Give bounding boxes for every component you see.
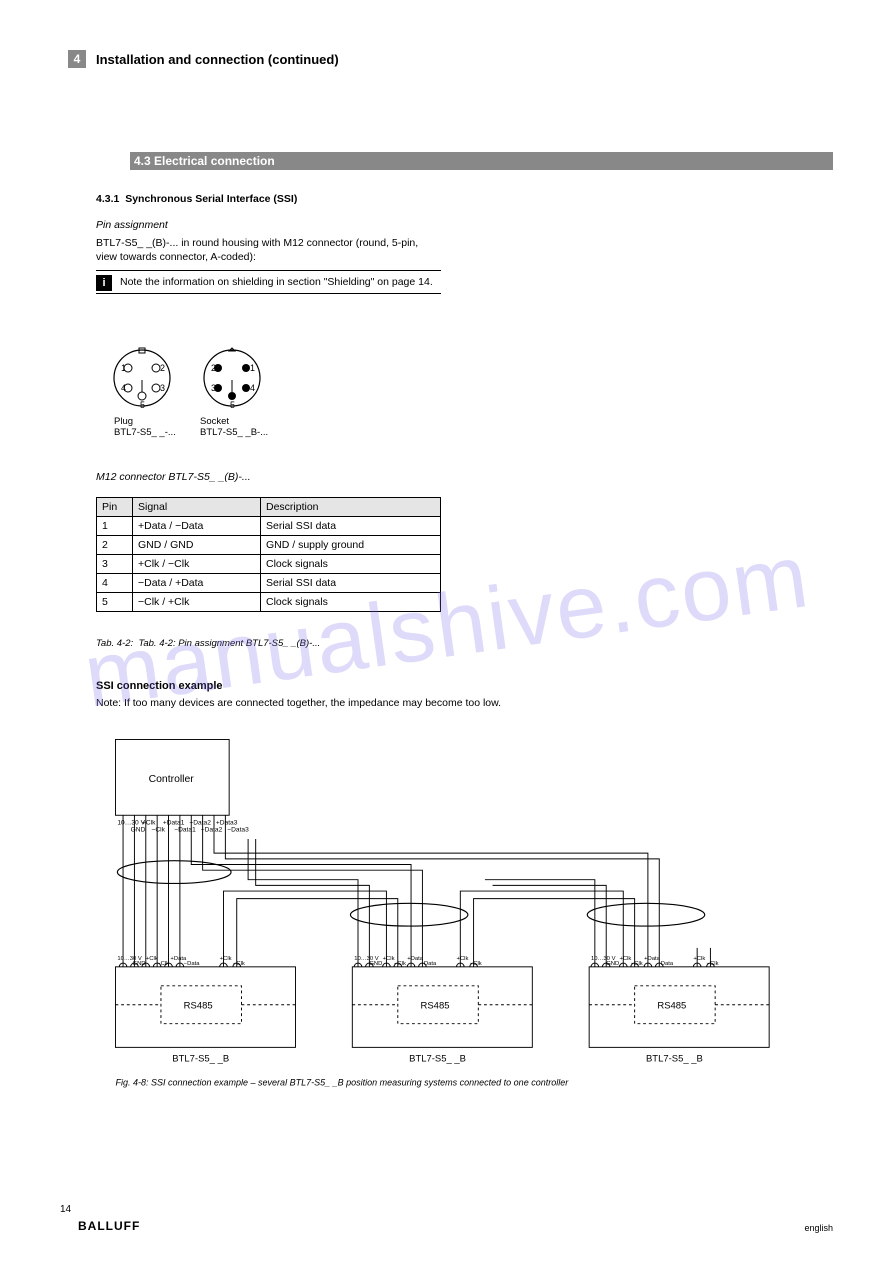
svg-text:+Clk: +Clk	[693, 956, 705, 962]
subsection-number: 4.3.1	[96, 193, 119, 205]
svg-text:BTL7-S5_ _B: BTL7-S5_ _B	[172, 1054, 229, 1065]
socket-pin-4: 4	[250, 383, 255, 393]
svg-text:GND: GND	[131, 826, 146, 833]
svg-text:−Data: −Data	[657, 961, 674, 967]
chapter-title: Installation and connection (continued)	[96, 52, 339, 67]
pin-assignment-paragraph: BTL7-S5_ _(B)-... in round housing with …	[96, 236, 441, 264]
ssi-wiring-diagram: Controller 10…30 V GND +Clk −Clk +Data1 …	[96, 730, 836, 1090]
table-row: 3+Clk / −ClkClock signals	[97, 555, 441, 574]
svg-text:+Clk: +Clk	[457, 956, 469, 962]
svg-text:−Clk: −Clk	[157, 961, 169, 967]
svg-text:−Clk: −Clk	[151, 826, 165, 833]
svg-text:RS485: RS485	[184, 1001, 213, 1012]
connector-row: 1 2 4 3 5 PlugBTL7-S5_ _-...	[110, 346, 180, 419]
plug-pin-1: 1	[121, 363, 126, 373]
page-number: 14	[60, 1204, 71, 1215]
socket-connector-icon: 2 1 3 4 5	[200, 346, 270, 416]
btl-box-1: RS485 BTL7-S5_ _B	[115, 967, 295, 1065]
note-block: i Note the information on shielding in s…	[96, 270, 441, 294]
subsection-text: Synchronous Serial Interface (SSI)	[125, 193, 297, 205]
plug-connector-icon: 1 2 4 3 5	[110, 346, 180, 416]
socket-label: SocketBTL7-S5_ _B-...	[200, 416, 268, 439]
svg-text:+Clk: +Clk	[146, 956, 158, 962]
info-icon: i	[96, 275, 112, 291]
table-row: 4−Data / +DataSerial SSI data	[97, 574, 441, 593]
socket-connector: 2 1 3 4 5 SocketBTL7-S5_ _B-...	[200, 346, 270, 419]
socket-pin-3: 3	[211, 383, 216, 393]
language-tag: english	[804, 1223, 833, 1233]
table-header-row: Pin Signal Description	[97, 498, 441, 517]
th-signal: Signal	[133, 498, 261, 517]
plug-pin-5: 5	[140, 400, 145, 410]
btl-box-2: RS485 BTL7-S5_ _B	[352, 967, 532, 1065]
btl-box-3: RS485 BTL7-S5_ _B	[589, 967, 769, 1065]
plug-label: PlugBTL7-S5_ _-...	[114, 416, 176, 439]
table-row: 2GND / GNDGND / supply ground	[97, 536, 441, 555]
th-description: Description	[261, 498, 441, 517]
page: 4 Installation and connection (continued…	[0, 0, 893, 1263]
th-pin: Pin	[97, 498, 133, 517]
pin-assignment-heading: Pin assignment	[96, 218, 441, 232]
chapter-number-box: 4	[68, 50, 86, 68]
svg-text:−Data2: −Data2	[201, 826, 223, 833]
svg-text:+Clk: +Clk	[619, 956, 631, 962]
socket-pin-1: 1	[250, 363, 255, 373]
section-bar: 4.3 Electrical connection	[130, 152, 833, 170]
svg-text:−Data: −Data	[421, 961, 438, 967]
ssi-example-title: SSI connection example	[96, 680, 223, 692]
table-caption: Tab. 4-2: Tab. 4-2: Pin assignment BTL7-…	[96, 638, 441, 651]
table-row: 5−Clk / +ClkClock signals	[97, 593, 441, 612]
controller-label: Controller	[149, 774, 195, 785]
pin-assignment-table: Pin Signal Description 1+Data / −DataSer…	[96, 497, 441, 612]
svg-text:−Data1: −Data1	[174, 826, 196, 833]
svg-text:−Data3: −Data3	[227, 826, 249, 833]
svg-text:−Data: −Data	[184, 961, 201, 967]
plug-pin-3: 3	[160, 383, 165, 393]
socket-pin-2: 2	[211, 363, 216, 373]
svg-text:BTL7-S5_ _B: BTL7-S5_ _B	[409, 1054, 466, 1065]
svg-text:+Clk: +Clk	[220, 956, 232, 962]
subsection-4-3-1: 4.3.1 Synchronous Serial Interface (SSI)	[96, 192, 441, 206]
svg-text:RS485: RS485	[657, 1001, 686, 1012]
svg-text:RS485: RS485	[421, 1001, 450, 1012]
plug-pin-4: 4	[121, 383, 126, 393]
note-text: Note the information on shielding in sec…	[120, 276, 433, 288]
socket-pin-5: 5	[230, 400, 235, 410]
figure-caption: Fig. 4-8: SSI connection example – sever…	[115, 1077, 569, 1087]
plug-pin-2: 2	[160, 363, 165, 373]
m12-heading: M12 connector BTL7-S5_ _(B)-...	[96, 470, 441, 484]
svg-text:BTL7-S5_ _B: BTL7-S5_ _B	[646, 1054, 703, 1065]
table-row: 1+Data / −DataSerial SSI data	[97, 517, 441, 536]
ssi-example-note: Note: If too many devices are connected …	[96, 697, 501, 709]
svg-text:+Clk: +Clk	[383, 956, 395, 962]
balluff-logo: BALLUFF	[78, 1219, 140, 1233]
